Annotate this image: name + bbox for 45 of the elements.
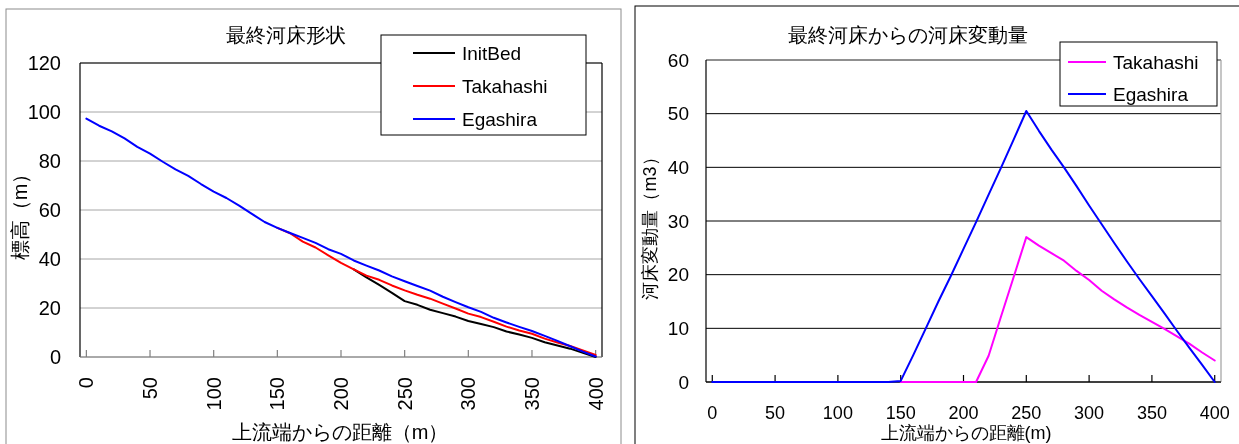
- line-series: [711, 109, 1216, 383]
- y-tick-label: 50: [667, 103, 689, 125]
- y-axis-title: 標高（m）: [9, 163, 31, 261]
- chart-title: 最終河床からの河床変動量: [788, 24, 1028, 46]
- x-axis-title: 上流端からの距離(m): [880, 423, 1052, 443]
- x-tick-label: 250: [393, 377, 416, 411]
- x-tick-label: 50: [765, 403, 786, 423]
- legend-label: Egashira: [462, 108, 538, 130]
- legend-label: Takahashi: [462, 75, 548, 97]
- x-tick-label: 0: [75, 377, 98, 389]
- chart-title: 最終河床形状: [226, 24, 346, 46]
- x-tick-label: 250: [1011, 403, 1042, 423]
- line-series: [899, 236, 1216, 383]
- y-tick-label: 60: [667, 49, 689, 71]
- y-axis-title: 河床変動量（m3）: [640, 148, 660, 300]
- x-tick-label: 150: [885, 403, 916, 423]
- legend-label: Egashira: [1113, 83, 1189, 105]
- x-tick-label: 350: [1136, 403, 1167, 423]
- x-tick-label: 400: [1199, 403, 1230, 423]
- legend-label: Takahashi: [1113, 51, 1199, 73]
- y-tick-label: 40: [667, 156, 689, 178]
- x-tick-label: 300: [457, 377, 480, 411]
- y-tick-label: 20: [38, 297, 61, 319]
- y-tick-label: 80: [38, 150, 61, 172]
- x-tick-label: 400: [584, 377, 607, 411]
- line-series: [352, 268, 597, 358]
- y-tick-label: 0: [49, 346, 61, 368]
- x-tick-label: 200: [330, 377, 352, 411]
- x-tick-label: 200: [948, 403, 979, 423]
- y-tick-label: 100: [27, 101, 61, 123]
- x-tick-label: 350: [520, 377, 543, 411]
- y-tick-label: 40: [38, 248, 61, 270]
- y-tick-label: 10: [667, 317, 689, 339]
- y-tick-label: 120: [27, 52, 61, 74]
- x-tick-label: 100: [822, 403, 853, 423]
- y-tick-label: 20: [667, 264, 689, 286]
- y-tick-label: 60: [38, 199, 61, 221]
- x-tick-label: 150: [266, 377, 289, 411]
- x-tick-label: 300: [1074, 403, 1105, 423]
- x-tick-label: 50: [139, 377, 162, 400]
- x-tick-label: 100: [202, 377, 225, 411]
- y-tick-label: 30: [667, 210, 689, 232]
- x-axis-title: 上流端からの距離（m）: [231, 421, 449, 443]
- legend-label: InitBed: [462, 42, 522, 64]
- x-tick-label: 0: [707, 403, 718, 423]
